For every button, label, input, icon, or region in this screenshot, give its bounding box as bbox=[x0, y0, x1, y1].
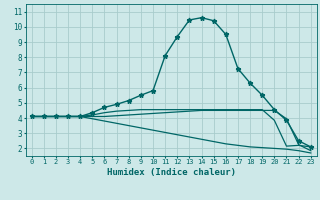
X-axis label: Humidex (Indice chaleur): Humidex (Indice chaleur) bbox=[107, 168, 236, 177]
